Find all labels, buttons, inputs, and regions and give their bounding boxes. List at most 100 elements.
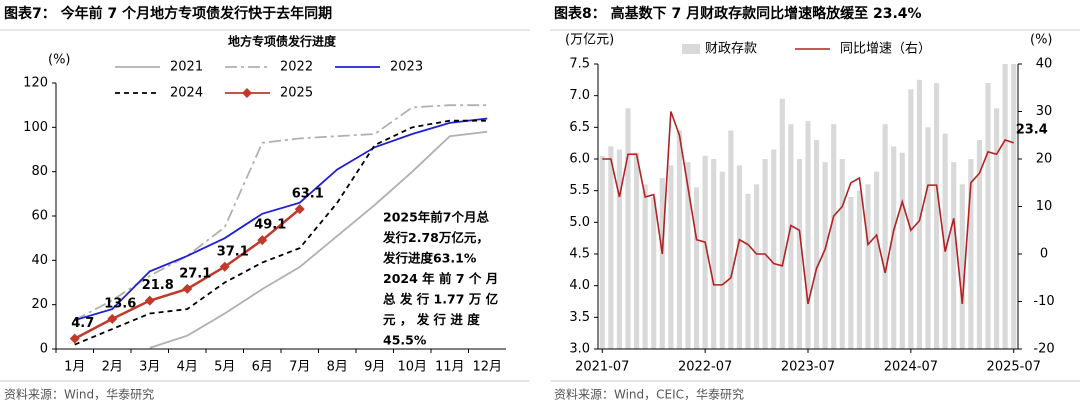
legend-label: 2024 [170, 86, 203, 101]
x-tick-label: 5月 [214, 360, 235, 375]
x-tick-label: 2024-07 [884, 360, 938, 375]
annotation: 2024 年 前 7 个 月 [383, 271, 498, 286]
bar [736, 165, 742, 349]
annotation: 发行2.78万亿元， [382, 230, 489, 245]
bar [874, 171, 880, 349]
y2-axis-label: (%) [1030, 33, 1053, 48]
y-tick-label: 3.0 [569, 342, 590, 357]
bar [1002, 64, 1008, 349]
x-tick-label: 2025-07 [987, 360, 1041, 375]
bar [685, 162, 691, 349]
bar [822, 162, 828, 349]
data-point [219, 261, 230, 272]
bar [1011, 64, 1017, 349]
legend-label: 2023 [390, 60, 423, 75]
x-tick-label: 11月 [435, 360, 465, 375]
bar [942, 133, 948, 349]
y-tick-label: 120 [23, 76, 48, 91]
y2-tick-label: 20 [1036, 152, 1053, 167]
bar [891, 146, 897, 349]
legend-label: 2025 [280, 86, 313, 101]
series-line [74, 104, 488, 321]
legend-label: 财政存款 [705, 42, 757, 57]
legend-marker [242, 88, 252, 98]
bar [959, 184, 965, 349]
y-axis-label: (万亿元) [565, 33, 614, 48]
annotation: 元 ， 发 行 进 度 [383, 312, 480, 327]
legend-swatch [682, 44, 700, 54]
y-tick-label: 7.0 [569, 88, 590, 103]
legend-label: 同比增速（右） [840, 42, 931, 57]
bar [779, 98, 785, 349]
bar [771, 149, 777, 349]
series-line [74, 117, 488, 322]
y-tick-label: 5.0 [569, 215, 590, 230]
y-tick-label: 0 [40, 342, 48, 357]
annotation: 45.5% [383, 333, 427, 348]
bar [951, 162, 957, 349]
data-point [144, 295, 155, 306]
bar [856, 190, 862, 349]
x-tick-label: 1月 [64, 360, 85, 375]
bar [616, 149, 622, 349]
data-point [294, 204, 305, 215]
bar [899, 152, 905, 349]
bar [676, 130, 682, 349]
data-point [69, 333, 80, 344]
bar [694, 187, 700, 349]
bar [831, 124, 837, 350]
chart-title: 图表8： 高基数下 7 月财政存款同比增速略放缓至 23.4% [554, 5, 922, 22]
data-point [107, 313, 118, 324]
data-label: 27.1 [179, 266, 211, 281]
bar [719, 171, 725, 349]
y2-tick-label: 10 [1036, 199, 1053, 214]
y-tick-label: 40 [31, 253, 48, 268]
bar [745, 193, 751, 349]
bar [659, 178, 665, 349]
bar [805, 121, 811, 349]
bar [934, 83, 940, 349]
y2-tick-label: -10 [1033, 294, 1054, 309]
bar [711, 159, 717, 349]
legend-label: 2021 [170, 60, 203, 75]
series-line [149, 130, 488, 349]
bar [668, 165, 674, 349]
y-tick-label: 60 [31, 209, 48, 224]
y2-tick-label: 0 [1040, 247, 1048, 262]
data-label: 21.8 [142, 278, 174, 293]
bar [925, 127, 931, 349]
data-label: 4.7 [71, 316, 94, 331]
bar [788, 124, 794, 350]
y-tick-label: 3.5 [569, 310, 590, 325]
bar [796, 159, 802, 349]
x-tick-label: 2022-07 [678, 360, 732, 375]
bar [985, 83, 991, 349]
annotation: 总 发 行 1.77 万 亿 [383, 292, 498, 307]
y-tick-label: 4.5 [569, 247, 590, 262]
x-tick-label: 2023-07 [781, 360, 835, 375]
y-tick-label: 6.0 [569, 152, 590, 167]
chart-subtitle: 地方专项债发行进度 [228, 34, 337, 49]
source: 资料来源：Wind，华泰研究 [4, 387, 154, 402]
chart-title: 图表7： 今年前 7 个月地方专项债发行快于去年同期 [4, 5, 332, 22]
data-point [257, 235, 268, 246]
x-tick-label: 3月 [139, 360, 160, 375]
x-tick-label: 4月 [177, 360, 198, 375]
bar [642, 184, 648, 349]
annotation: 2025年前7个月总 [383, 210, 489, 225]
bar [651, 197, 657, 349]
bar [916, 79, 922, 349]
x-tick-label: 9月 [364, 360, 385, 375]
series-line [74, 119, 488, 346]
x-tick-label: 2月 [102, 360, 123, 375]
x-tick-label: 7月 [289, 360, 310, 375]
bar [994, 108, 1000, 349]
x-tick-label: 2021-07 [575, 360, 629, 375]
bar [608, 146, 614, 349]
legend-label: 2022 [280, 60, 313, 75]
series-line [602, 111, 1014, 305]
annotation: 发行进度63.1% [382, 251, 477, 266]
data-label: 37.1 [217, 244, 249, 259]
y2-tick-label: -20 [1033, 342, 1054, 357]
